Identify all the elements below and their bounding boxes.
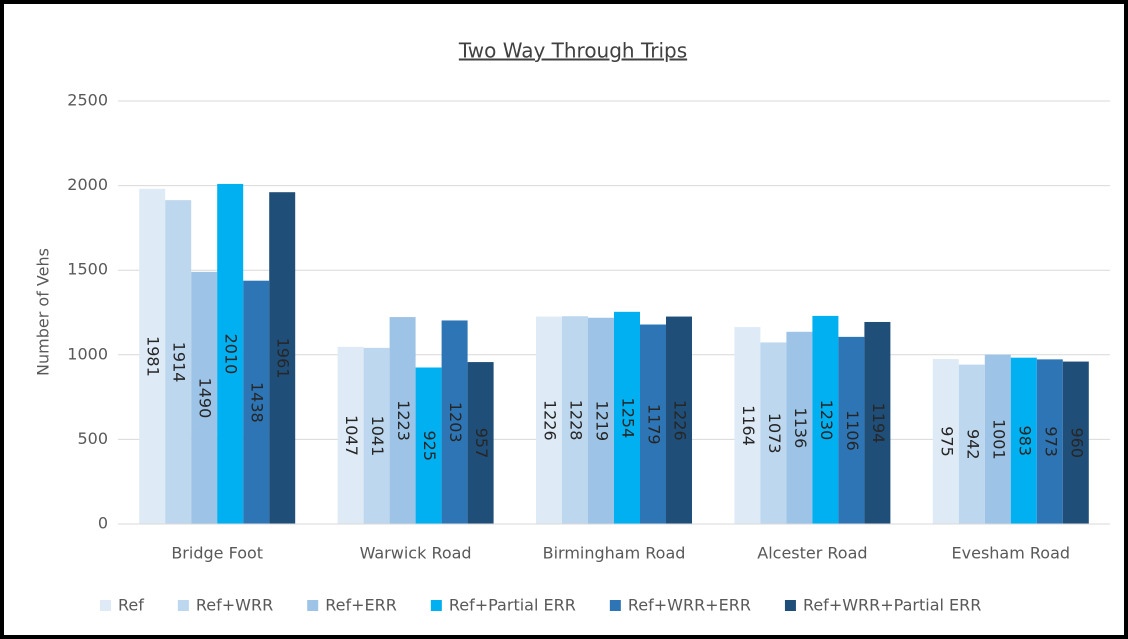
bar (415, 367, 442, 524)
data-label: 960 (1067, 428, 1086, 459)
data-label: 1106 (843, 410, 862, 451)
bar (536, 316, 562, 524)
bar (932, 359, 959, 524)
data-label: 1914 (170, 342, 189, 383)
bar (864, 321, 891, 524)
data-label: 973 (1041, 426, 1060, 457)
data-label: 1981 (144, 336, 163, 377)
data-label: 1047 (342, 415, 361, 456)
bar (640, 324, 666, 524)
bar (389, 317, 416, 524)
data-label: 1438 (248, 382, 267, 423)
bar (139, 188, 166, 524)
legend-swatch (307, 600, 319, 611)
bar (363, 347, 390, 524)
x-tick-label: Warwick Road (360, 544, 472, 563)
data-label: 957 (472, 428, 491, 459)
data-label: 1203 (446, 402, 465, 443)
y-tick-label: 2000 (67, 175, 108, 194)
legend-swatch (784, 600, 796, 611)
bar (760, 342, 787, 524)
bar (269, 192, 296, 525)
legend-label: Ref+WRR+ERR (628, 596, 751, 615)
bar (562, 316, 588, 524)
bar (467, 362, 494, 524)
legend-label: Ref+WRR (196, 596, 273, 615)
x-tick-label: Evesham Road (952, 544, 1071, 563)
data-label: 1961 (274, 338, 293, 379)
bar (734, 327, 761, 524)
data-label: 1073 (765, 413, 784, 454)
data-label: 1194 (869, 403, 888, 444)
data-label: 1179 (645, 404, 664, 445)
bar (337, 346, 364, 524)
bar (1010, 357, 1037, 524)
legend-label: Ref (118, 596, 144, 615)
x-tick-label: Bridge Foot (171, 544, 263, 563)
x-tick-label: Birmingham Road (543, 544, 686, 563)
data-label: 975 (937, 426, 956, 457)
bar (441, 320, 468, 524)
legend-swatch (609, 600, 621, 611)
data-label: 1164 (739, 405, 758, 446)
legend-swatch (100, 600, 111, 611)
bar (165, 200, 192, 525)
data-label: 1041 (368, 416, 387, 457)
bar (786, 331, 813, 524)
legend-label: Ref+WRR+Partial ERR (803, 596, 981, 615)
bar (984, 354, 1011, 524)
bar (1036, 359, 1063, 524)
data-label: 1223 (394, 400, 413, 441)
data-label: 1230 (817, 400, 836, 441)
data-label: 1136 (791, 408, 810, 449)
bar (614, 311, 640, 524)
y-tick-label: 1000 (67, 344, 108, 363)
data-label: 942 (963, 429, 982, 460)
data-label: 983 (1015, 426, 1034, 457)
bar (243, 280, 270, 524)
legend-label: Ref+Partial ERR (449, 596, 576, 615)
y-tick-label: 500 (77, 429, 108, 448)
data-label: 1490 (196, 378, 215, 419)
data-label: 1226 (541, 400, 560, 441)
y-axis-label: Number of Vehs (34, 248, 53, 376)
bar (217, 183, 244, 524)
y-tick-label: 1500 (67, 260, 108, 279)
bar (588, 317, 614, 524)
data-label: 1254 (619, 398, 638, 439)
data-label: 1219 (593, 401, 612, 442)
legend-swatch (430, 600, 442, 611)
bar (838, 336, 865, 524)
x-tick-label: Alcester Road (757, 544, 867, 563)
bar (191, 271, 218, 524)
chart-title: Two Way Through Trips (458, 39, 687, 63)
data-label: 1228 (567, 400, 586, 441)
data-label: 1001 (989, 419, 1008, 460)
bar (1062, 361, 1089, 524)
y-tick-label: 0 (98, 514, 108, 533)
bar (666, 316, 692, 524)
bar (812, 315, 839, 524)
data-label: 2010 (222, 334, 241, 375)
legend-label: Ref+ERR (325, 596, 397, 615)
y-tick-label: 2500 (67, 91, 108, 110)
legend-swatch (177, 600, 189, 611)
bar (958, 364, 985, 524)
data-label: 925 (420, 430, 439, 461)
data-label: 1226 (671, 400, 690, 441)
